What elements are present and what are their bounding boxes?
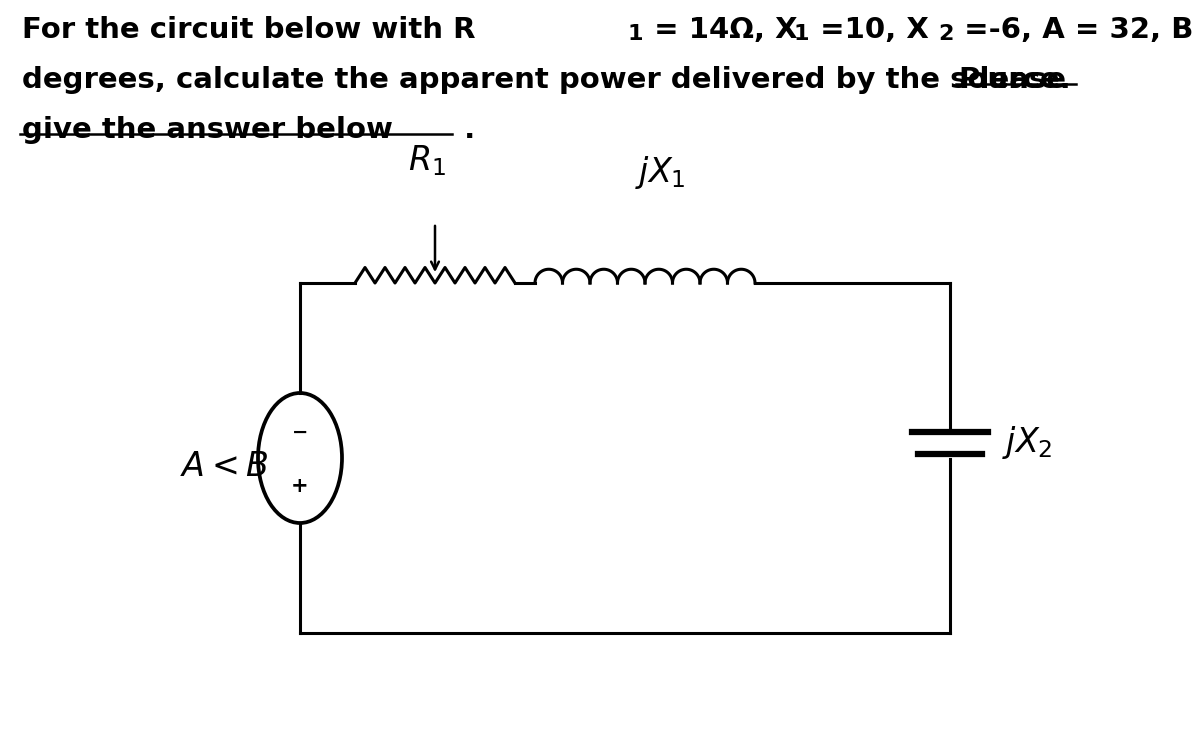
Text: degrees, calculate the apparent power delivered by the source.: degrees, calculate the apparent power de…: [22, 66, 1070, 94]
Text: =10, X: =10, X: [810, 16, 929, 44]
Text: $jX_2$: $jX_2$: [1002, 424, 1052, 461]
Text: +: +: [292, 476, 308, 496]
Text: $A<B$: $A<B$: [180, 449, 268, 483]
Text: $R_1$: $R_1$: [408, 143, 446, 178]
Text: =-6, A = 32, B = 53: =-6, A = 32, B = 53: [954, 16, 1200, 44]
Text: .: .: [454, 116, 475, 144]
Text: = 14Ω, X: = 14Ω, X: [644, 16, 798, 44]
Text: give the answer below: give the answer below: [22, 116, 392, 144]
Text: 2: 2: [938, 24, 953, 44]
Text: 1: 1: [794, 24, 810, 44]
Text: Please: Please: [958, 66, 1066, 94]
Text: For the circuit below with R: For the circuit below with R: [22, 16, 475, 44]
Text: $jX_1$: $jX_1$: [635, 154, 685, 191]
Text: −: −: [292, 422, 308, 441]
Text: 1: 1: [628, 24, 642, 44]
